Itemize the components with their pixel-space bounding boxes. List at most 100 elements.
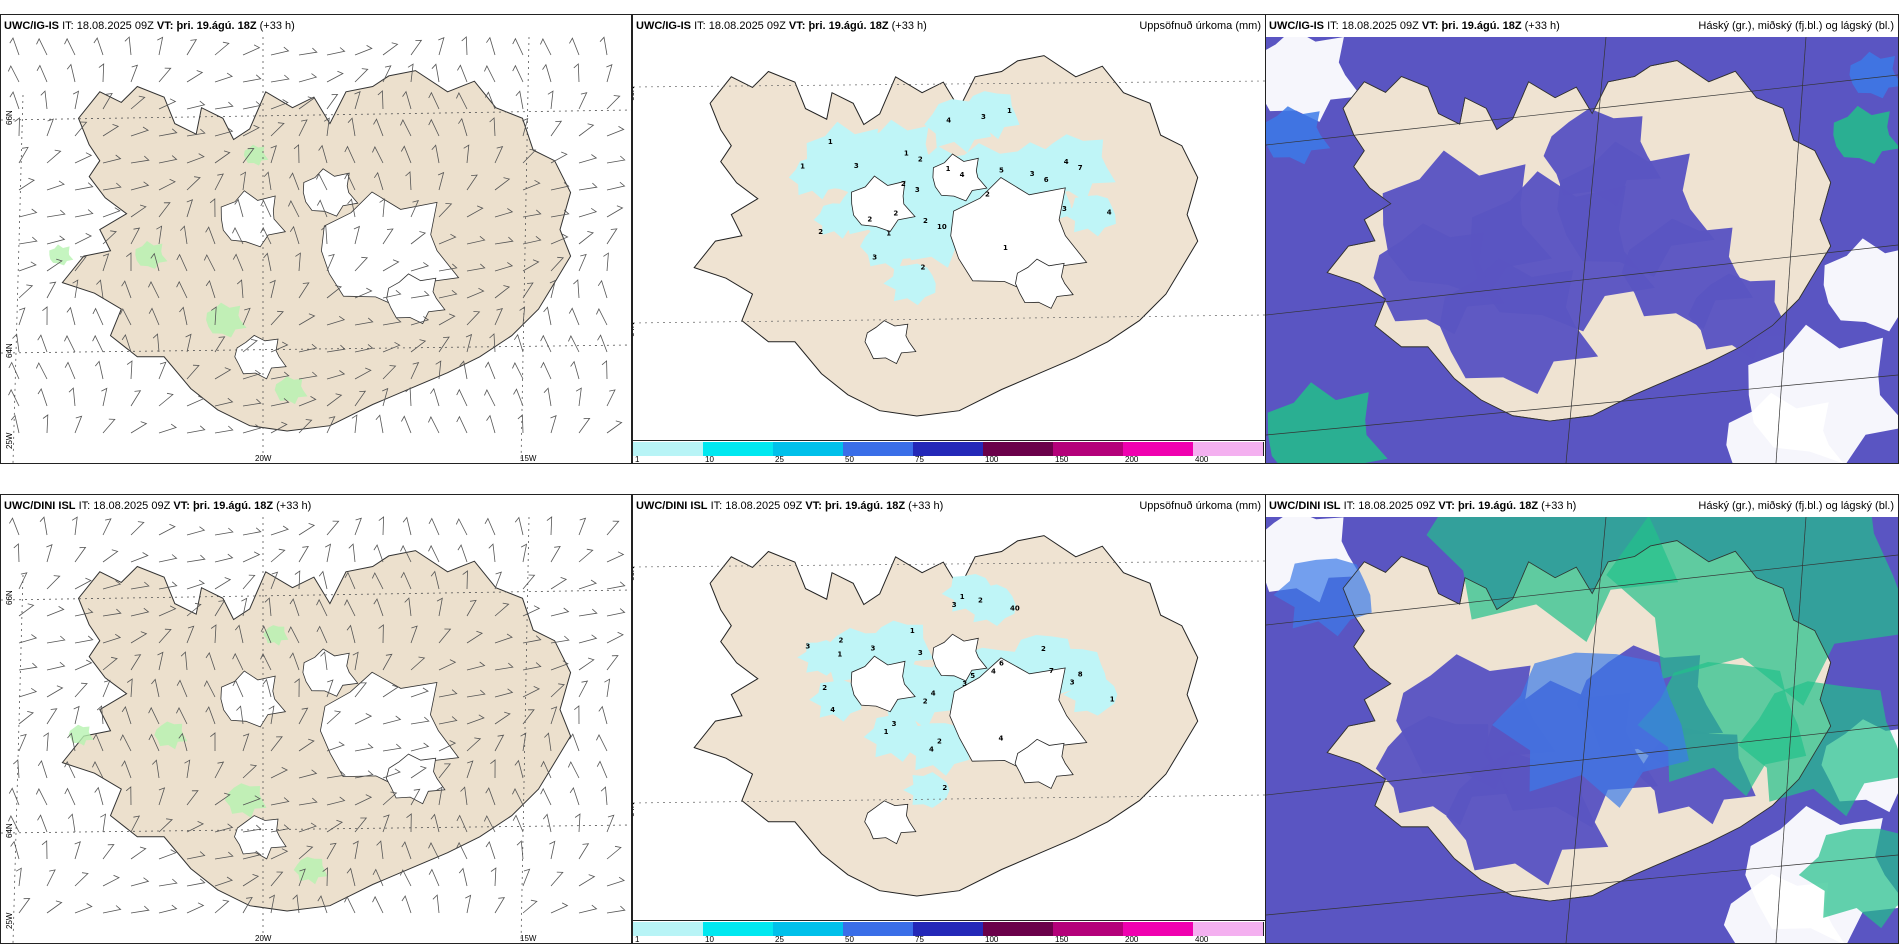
- wind-barb: [323, 117, 330, 137]
- wind-barb: [431, 63, 440, 83]
- wind-barb: [102, 905, 122, 914]
- precip-amount-label: 3: [871, 645, 876, 653]
- wind-barb: [354, 256, 369, 272]
- wind-barb: [568, 307, 580, 326]
- wind-barb: [289, 225, 300, 245]
- wind-barb: [8, 388, 20, 407]
- wind-barb: [438, 263, 458, 272]
- wind-barb: [435, 360, 442, 380]
- precip-amount-label: 3: [1070, 678, 1075, 686]
- model-name: UWC/IG-IS: [636, 20, 691, 32]
- precip-amount-label: 3: [805, 643, 810, 651]
- lat-label-upper: 66N: [5, 110, 14, 125]
- wind-barb: [540, 361, 552, 380]
- wind-barb: [606, 228, 618, 245]
- wind-barb: [214, 851, 234, 860]
- wind-barb: [494, 688, 514, 698]
- precip-patch: [866, 620, 934, 676]
- wind-barb: [270, 797, 290, 806]
- wind-barb: [72, 90, 80, 110]
- wind-barb: [494, 734, 505, 752]
- lon-label-mid: 20W: [255, 454, 272, 463]
- wind-barb: [130, 181, 150, 191]
- wind-barb: [102, 679, 111, 698]
- wind-barb: [466, 263, 486, 272]
- wind-barb: [410, 625, 418, 644]
- precip-amount-label: 4: [991, 668, 996, 676]
- wind-barb: [346, 624, 356, 644]
- longitude-line: [520, 36, 530, 463]
- high-cloud-patch: [1426, 495, 1679, 642]
- wind-barb: [438, 740, 457, 752]
- cloud-cover: [1273, 495, 1898, 929]
- precip-amount-label: 2: [818, 228, 823, 236]
- wind-barb: [379, 198, 386, 218]
- wind-barb: [597, 334, 608, 353]
- mid-cloud-patch: [1492, 652, 1689, 808]
- wind-barb: [354, 91, 361, 110]
- wind-barb: [18, 898, 31, 914]
- wind-barb: [569, 37, 580, 56]
- wind-barb: [570, 360, 580, 380]
- wind-barb: [242, 424, 262, 434]
- wind-barb: [466, 760, 474, 779]
- wind-barb: [522, 259, 540, 272]
- wind-barb: [606, 520, 620, 536]
- wind-barb: [130, 204, 147, 218]
- wind-barb: [494, 285, 511, 299]
- wind-barb: [102, 874, 120, 887]
- wind-barb: [514, 759, 524, 779]
- wind-barb: [466, 714, 485, 725]
- wind-barb: [401, 895, 412, 914]
- wind-barb: [606, 631, 624, 644]
- wind-barb: [158, 787, 166, 806]
- wind-barb: [455, 518, 468, 536]
- wind-barb: [102, 518, 112, 536]
- wind-barb: [10, 840, 20, 860]
- precip-amount-label: 6: [1044, 176, 1049, 184]
- precip-amount-label: 1: [946, 165, 951, 173]
- wind-barb: [430, 813, 440, 833]
- wind-barb: [354, 713, 373, 725]
- longitude-line: [12, 574, 24, 943]
- wind-barb: [318, 144, 328, 164]
- precip-patch: [883, 263, 936, 306]
- wind-barb: [102, 253, 110, 272]
- iceland-outline: [1326, 540, 1832, 902]
- wind-barb: [242, 398, 262, 407]
- wind-barb: [354, 517, 362, 536]
- wind-barb: [242, 148, 255, 164]
- wind-barb: [71, 516, 78, 536]
- wind-barb: [125, 786, 132, 806]
- wind-barb: [406, 813, 412, 833]
- wind-barb: [158, 128, 178, 137]
- wind-barb-map: [1, 516, 631, 943]
- wind-barb: [186, 790, 199, 806]
- wind-barb: [432, 894, 440, 914]
- precip-amount-label: 7: [1078, 164, 1083, 172]
- wind-barb: [405, 387, 412, 407]
- wind-barb: [40, 90, 48, 110]
- wind-barb: [46, 635, 66, 644]
- wind-barb: [600, 786, 608, 806]
- wind-barb: [186, 70, 204, 83]
- wind-barb: [148, 307, 160, 326]
- wind-barb: [578, 92, 588, 110]
- wind-barb: [550, 233, 569, 245]
- wind-barb: [410, 742, 430, 752]
- wind-barb: [74, 546, 87, 563]
- wind-barb: [567, 761, 580, 779]
- panel-header: UWC/IG-IS IT: 18.08.2025 09Z VT: þri. 19…: [636, 20, 1261, 32]
- wind-barb: [270, 145, 277, 164]
- wind-barb: [41, 840, 48, 860]
- wind-barb: [410, 316, 430, 326]
- graticule-line: [1266, 374, 1898, 436]
- wind-barb: [317, 895, 328, 914]
- model-name: UWC/DINI ISL: [636, 500, 708, 512]
- precip-colorbar: 1 10 25 50 75 100 150 200 400: [633, 440, 1265, 463]
- lat-label-upper: 66N: [632, 86, 636, 101]
- wind-barb: [321, 225, 328, 245]
- wind-barb: [354, 682, 368, 698]
- glacier: [1015, 258, 1074, 309]
- wind-barb: [298, 738, 315, 752]
